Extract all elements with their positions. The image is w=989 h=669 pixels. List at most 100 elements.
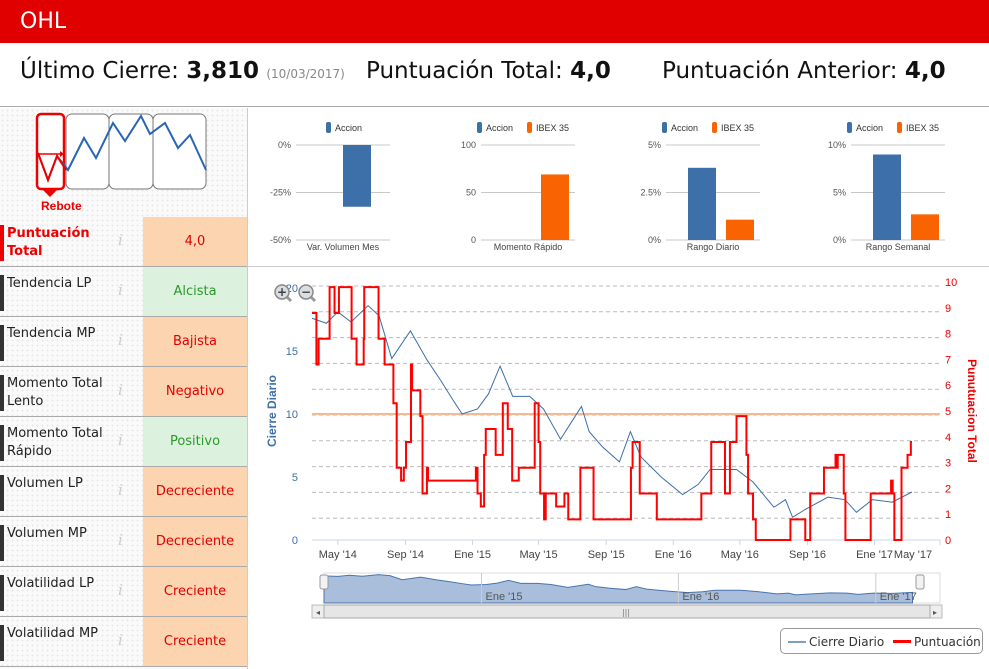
tick-label: 2.5% <box>640 188 661 198</box>
info-icon[interactable]: i <box>118 481 123 499</box>
y-left-tick: 5 <box>292 472 298 484</box>
chart-legend: Cierre Diario Puntuación <box>780 628 983 654</box>
legend-label: Accion <box>335 123 362 133</box>
x-tick-label: Sep '14 <box>387 549 424 561</box>
x-tick-label: May '16 <box>721 549 759 561</box>
info-icon[interactable]: i <box>118 331 123 349</box>
indicator-row: Tendencia LP i Alcista <box>0 267 247 317</box>
navigator-tick-label: Ene '15 <box>486 591 523 603</box>
legend-marker <box>712 122 717 133</box>
scroll-right-arrow-icon[interactable]: ▸ <box>933 608 937 617</box>
bar-accion <box>688 167 716 240</box>
y-left-title: Cierre Diario <box>265 375 279 447</box>
magnifier-lens <box>274 284 290 300</box>
y-right-tick: 6 <box>945 380 951 392</box>
magnifier-lens <box>298 284 314 300</box>
navigator-tick-label: Ene '17 <box>880 591 917 603</box>
navigator-handle-left[interactable] <box>319 574 329 590</box>
indicator-row: Momento Total Rápido i Positivo <box>0 417 247 467</box>
legend-label: Accion <box>856 123 883 133</box>
legend-marker <box>527 122 532 133</box>
navigator-handle-right[interactable] <box>915 574 925 590</box>
y-right-tick: 9 <box>945 303 951 315</box>
x-tick-label: May '15 <box>519 549 557 561</box>
scrollbar-grip-icon: ||| <box>622 608 630 617</box>
info-icon[interactable]: i <box>118 431 123 449</box>
bar-ibex-35 <box>726 219 754 240</box>
y-right-tick: 0 <box>945 535 951 547</box>
last-close: Último Cierre: 3,810 (10/03/2017) <box>20 58 345 84</box>
app-title-bar: OHL <box>0 0 989 43</box>
info-icon[interactable]: i <box>118 231 123 249</box>
summary-header: Último Cierre: 3,810 (10/03/2017) Puntua… <box>0 58 989 98</box>
indicator-row: Volatilidad MP i Creciente <box>0 617 247 667</box>
legend-label: IBEX 35 <box>721 123 754 133</box>
divider <box>0 106 989 107</box>
indicator-label: Volatilidad LP <box>0 575 110 611</box>
last-close-date: (10/03/2017) <box>266 67 345 81</box>
info-icon[interactable]: i <box>118 281 123 299</box>
indicator-row: Momento Total Lento i Negativo <box>0 367 247 417</box>
scrollbar-thumb[interactable] <box>323 604 931 619</box>
indicator-row: Volatilidad LP i Creciente <box>0 567 247 617</box>
legend-marker <box>847 122 852 133</box>
navigator-series <box>323 574 913 604</box>
mini-bar-chart: 100 50 0 Momento Rápido Accion IBEX 35 <box>461 122 575 252</box>
axis-label: Rango Semanal <box>866 242 931 252</box>
x-tick-label: Ene '17 <box>856 549 893 561</box>
info-icon[interactable]: i <box>118 631 123 649</box>
zoom-out-icon[interactable]: − <box>298 284 317 303</box>
indicator-label: Volatilidad MP <box>0 625 110 661</box>
bar-ibex-35 <box>911 214 939 240</box>
indicator-row: Volumen LP i Decreciente <box>0 467 247 517</box>
info-icon[interactable]: i <box>118 581 123 599</box>
tick-label: -50% <box>270 235 291 245</box>
zoom-in-icon[interactable]: + <box>274 284 293 303</box>
indicator-label: Volumen LP <box>0 475 110 511</box>
series-puntuacion <box>312 286 912 541</box>
indicator-label: Puntuación Total <box>0 225 110 261</box>
series-cierre-diario <box>311 304 913 519</box>
y-right-tick: 4 <box>945 432 951 444</box>
indicator-value: Decreciente <box>143 467 247 516</box>
y-right-title: Punutuacion Total <box>965 359 979 463</box>
tick-label: 0% <box>278 140 291 150</box>
indicator-panel: Rebote Puntuación Total i 4,0 Tendencia L… <box>0 108 247 669</box>
legend-item-cierre[interactable]: Cierre Diario <box>809 635 885 649</box>
info-icon[interactable]: i <box>118 531 123 549</box>
y-right-tick: 1 <box>945 509 951 521</box>
indicator-label: Volumen MP <box>0 525 110 561</box>
indicator-label: Tendencia LP <box>0 275 110 311</box>
app-title: OHL <box>20 9 67 34</box>
magnifier-glyph: − <box>301 285 311 299</box>
indicator-label: Tendencia MP <box>0 325 110 361</box>
magnifier-glyph: + <box>277 285 287 299</box>
bar-ibex-35 <box>541 174 569 240</box>
info-icon[interactable]: i <box>118 381 123 399</box>
y-left-tick: 10 <box>286 409 298 421</box>
indicator-row: Volumen MP i Decreciente <box>0 517 247 567</box>
scroll-left-arrow-icon[interactable]: ◂ <box>316 608 320 617</box>
divider <box>247 266 989 267</box>
tick-label: 5% <box>648 140 661 150</box>
indicator-row: Tendencia MP i Bajista <box>0 317 247 367</box>
indicator-value: Creciente <box>143 617 247 666</box>
y-right-tick: 5 <box>945 406 951 418</box>
indicator-value: Creciente <box>143 567 247 616</box>
legend-label: IBEX 35 <box>536 123 569 133</box>
legend-item-puntuacion[interactable]: Puntuación <box>914 635 981 649</box>
mini-bar-chart: 5% 2.5% 0% Rango Diario Accion IBEX 35 <box>640 122 760 252</box>
tick-label: 5% <box>833 188 846 198</box>
tick-label: 0% <box>648 235 661 245</box>
y-right-tick: 2 <box>945 483 951 495</box>
mini-bar-chart: 10% 5% 0% Rango Semanal Accion IBEX 35 <box>828 122 945 252</box>
x-tick-label: Ene '16 <box>655 549 692 561</box>
legend-label: Accion <box>486 123 513 133</box>
indicator-row: Puntuación Total i 4,0 <box>0 217 247 267</box>
legend-label: Accion <box>671 123 698 133</box>
indicator-value: Bajista <box>143 317 247 366</box>
indicator-value: 4,0 <box>143 217 247 266</box>
previous-score: Puntuación Anterior: 4,0 <box>662 58 946 84</box>
pattern-highlight <box>35 112 66 191</box>
